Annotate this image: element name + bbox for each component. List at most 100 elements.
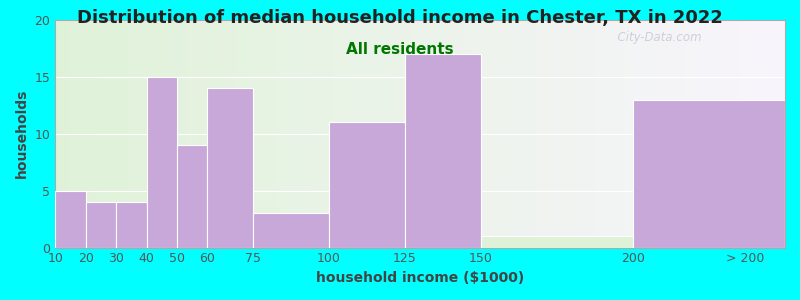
- Bar: [410, 20, 413, 248]
- Bar: [774, 20, 778, 248]
- Bar: [592, 20, 595, 248]
- Bar: [599, 20, 602, 248]
- Bar: [362, 20, 366, 248]
- Bar: [62, 20, 66, 248]
- Bar: [501, 20, 504, 248]
- Bar: [310, 20, 314, 248]
- Bar: [694, 20, 698, 248]
- Bar: [431, 20, 434, 248]
- Bar: [749, 20, 752, 248]
- Bar: [74, 20, 77, 248]
- Bar: [614, 20, 617, 248]
- Bar: [207, 88, 253, 247]
- Bar: [617, 20, 621, 248]
- Bar: [285, 20, 289, 248]
- Bar: [81, 20, 85, 248]
- Bar: [719, 20, 723, 248]
- Bar: [146, 77, 177, 248]
- Bar: [347, 20, 351, 248]
- Bar: [460, 20, 464, 248]
- Bar: [566, 20, 570, 248]
- Bar: [216, 20, 219, 248]
- Bar: [245, 20, 249, 248]
- Bar: [716, 20, 719, 248]
- Bar: [570, 20, 574, 248]
- Bar: [242, 20, 245, 248]
- Bar: [541, 20, 544, 248]
- Bar: [376, 20, 380, 248]
- Bar: [318, 20, 322, 248]
- Bar: [238, 20, 242, 248]
- Bar: [253, 213, 329, 247]
- Bar: [373, 20, 376, 248]
- Bar: [158, 20, 161, 248]
- Bar: [726, 20, 730, 248]
- Bar: [420, 20, 424, 248]
- Bar: [522, 20, 526, 248]
- Bar: [146, 20, 150, 248]
- Bar: [602, 20, 606, 248]
- Bar: [442, 20, 446, 248]
- Bar: [198, 20, 202, 248]
- Bar: [322, 20, 326, 248]
- Bar: [467, 20, 471, 248]
- Bar: [234, 20, 238, 248]
- Bar: [172, 20, 176, 248]
- Bar: [464, 20, 467, 248]
- Bar: [417, 20, 420, 248]
- Bar: [526, 20, 530, 248]
- Bar: [635, 20, 639, 248]
- Bar: [766, 20, 770, 248]
- Bar: [650, 20, 654, 248]
- Bar: [551, 20, 555, 248]
- Bar: [642, 20, 646, 248]
- Bar: [705, 20, 708, 248]
- Bar: [756, 20, 759, 248]
- Bar: [209, 20, 212, 248]
- Bar: [260, 20, 263, 248]
- Bar: [230, 20, 234, 248]
- Bar: [351, 20, 354, 248]
- Bar: [675, 20, 679, 248]
- Bar: [150, 20, 154, 248]
- Bar: [574, 20, 577, 248]
- Bar: [143, 20, 146, 248]
- Bar: [92, 20, 95, 248]
- Bar: [161, 20, 165, 248]
- Bar: [654, 20, 658, 248]
- Bar: [555, 20, 558, 248]
- Bar: [621, 20, 625, 248]
- Bar: [282, 20, 285, 248]
- Bar: [398, 20, 402, 248]
- Bar: [672, 20, 675, 248]
- Bar: [183, 20, 186, 248]
- Bar: [434, 20, 438, 248]
- Bar: [343, 20, 347, 248]
- Bar: [289, 20, 293, 248]
- Bar: [114, 20, 118, 248]
- Bar: [125, 20, 128, 248]
- Bar: [738, 20, 742, 248]
- Bar: [405, 54, 481, 248]
- Bar: [632, 20, 635, 248]
- Bar: [518, 20, 522, 248]
- Bar: [270, 20, 274, 248]
- Bar: [326, 20, 329, 248]
- Bar: [450, 20, 453, 248]
- Bar: [106, 20, 110, 248]
- Bar: [778, 20, 782, 248]
- Bar: [406, 20, 410, 248]
- Bar: [190, 20, 194, 248]
- Bar: [475, 20, 478, 248]
- Bar: [763, 20, 766, 248]
- Bar: [734, 20, 738, 248]
- Bar: [438, 20, 442, 248]
- Bar: [121, 20, 125, 248]
- Bar: [595, 20, 599, 248]
- Bar: [55, 191, 86, 248]
- Bar: [55, 20, 59, 248]
- Bar: [358, 20, 362, 248]
- Bar: [497, 20, 501, 248]
- Bar: [486, 20, 490, 248]
- Bar: [293, 20, 296, 248]
